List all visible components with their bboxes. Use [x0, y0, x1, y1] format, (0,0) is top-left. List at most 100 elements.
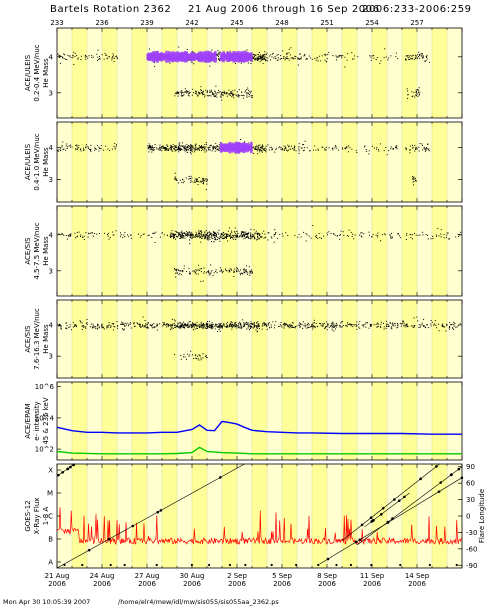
data-point	[320, 323, 322, 325]
background-band	[147, 28, 162, 118]
data-point	[210, 241, 212, 243]
data-point	[191, 177, 193, 179]
data-point	[313, 325, 315, 327]
panel-frame	[56, 27, 463, 119]
data-point	[142, 325, 144, 327]
data-point	[371, 145, 373, 147]
data-point	[201, 231, 203, 233]
data-point	[417, 56, 419, 58]
data-point	[419, 91, 421, 93]
data-point	[250, 270, 252, 272]
flare-marker	[372, 518, 375, 522]
background-band	[237, 28, 252, 118]
data-point	[298, 57, 300, 59]
data-point	[186, 231, 188, 233]
background-band	[72, 28, 87, 118]
data-point	[356, 325, 358, 327]
data-point	[409, 59, 411, 61]
data-point	[255, 148, 257, 150]
doy-tick-label: 254	[365, 19, 379, 27]
data-point	[456, 326, 458, 328]
data-point	[97, 325, 99, 327]
data-point	[226, 236, 228, 238]
data-point	[203, 183, 205, 185]
data-point	[391, 236, 393, 238]
data-point	[120, 232, 122, 234]
y-tick-label: 10^2	[35, 446, 54, 454]
data-point	[213, 241, 215, 243]
data-point	[413, 91, 415, 93]
data-point	[172, 323, 174, 325]
data-point	[181, 235, 183, 237]
data-point	[220, 325, 222, 327]
panel-ylabel: 4.5-7.5 MeV/nuc	[33, 222, 41, 279]
data-point	[120, 323, 122, 325]
data-point	[58, 149, 60, 151]
data-point	[192, 323, 194, 325]
data-point	[261, 147, 263, 149]
background-band	[327, 300, 342, 378]
data-point	[72, 54, 74, 56]
data-point	[349, 323, 351, 325]
data-point	[321, 146, 323, 148]
data-point	[196, 179, 198, 181]
data-point	[170, 234, 172, 236]
data-point	[94, 149, 96, 151]
data-point	[285, 53, 287, 55]
data-point	[318, 322, 320, 324]
data-point	[60, 327, 62, 329]
background-band	[342, 122, 357, 202]
data-point	[320, 238, 322, 240]
data-point	[344, 147, 346, 149]
data-point	[261, 144, 263, 146]
data-point	[216, 93, 218, 95]
data-point	[396, 322, 398, 324]
data-point	[229, 268, 231, 270]
panel-frame	[56, 299, 463, 379]
data-point	[210, 144, 212, 146]
data-point	[180, 355, 182, 357]
data-point	[188, 355, 190, 357]
data-point	[73, 324, 75, 326]
data-point	[248, 95, 250, 97]
data-point	[203, 93, 205, 95]
background-band	[387, 206, 402, 296]
data-point	[207, 238, 209, 240]
data-point	[96, 328, 98, 330]
data-point	[68, 326, 70, 328]
data-point	[130, 322, 132, 324]
data-point	[265, 59, 267, 61]
data-point	[446, 324, 448, 326]
data-point	[275, 232, 277, 234]
data-point	[249, 323, 251, 325]
data-point	[219, 324, 221, 326]
background-band	[447, 122, 462, 202]
data-point	[261, 58, 263, 60]
data-point	[198, 264, 200, 266]
data-point	[192, 322, 194, 324]
data-point	[421, 56, 423, 58]
data-point	[154, 242, 156, 244]
background-band	[387, 382, 402, 460]
data-point	[172, 235, 174, 237]
data-point	[328, 147, 330, 149]
data-point	[365, 326, 367, 328]
data-point	[190, 150, 192, 152]
data-point	[412, 179, 414, 181]
data-point	[209, 149, 211, 151]
data-point	[347, 151, 349, 153]
data-point	[284, 146, 286, 148]
data-point	[316, 56, 318, 58]
data-point	[72, 57, 74, 59]
data-point	[370, 55, 372, 57]
data-point	[252, 327, 254, 329]
data-point	[341, 55, 343, 57]
data-point	[189, 325, 191, 327]
y-tick-label: 4	[49, 144, 54, 152]
data-point	[184, 145, 186, 147]
data-point	[229, 235, 231, 237]
data-point	[245, 269, 247, 271]
data-point	[241, 231, 243, 233]
data-point	[76, 235, 78, 237]
data-point	[416, 147, 418, 149]
